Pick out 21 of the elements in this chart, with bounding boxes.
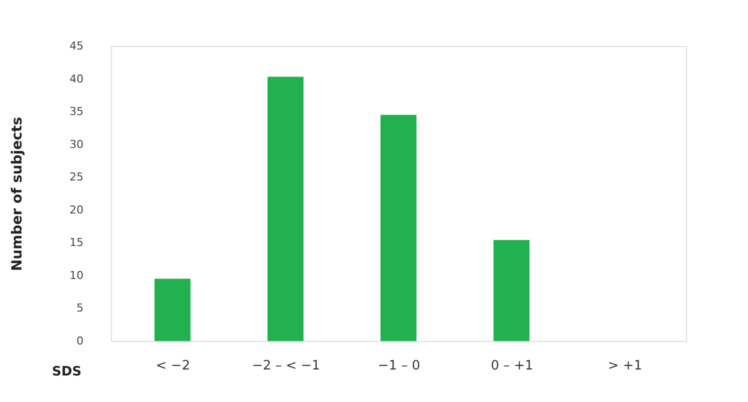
- x-tick-label: −1 – 0: [378, 358, 420, 374]
- y-tick-label: 15: [70, 236, 84, 250]
- y-tick-label: 25: [70, 170, 84, 184]
- y-tick-label: 0: [76, 334, 84, 348]
- bar: [154, 278, 190, 341]
- x-axis-title: SDS: [52, 364, 82, 380]
- x-tick-label: −2 – < −1: [252, 358, 320, 374]
- y-tick-label: 10: [70, 268, 84, 282]
- y-tick-label: 30: [70, 138, 84, 151]
- y-tick-label: 35: [70, 105, 84, 118]
- bar: [380, 114, 416, 341]
- x-tick-label: < −2: [156, 358, 190, 374]
- x-tick-label: 0 – +1: [490, 358, 534, 374]
- y-tick-label: 5: [76, 302, 84, 315]
- x-tick-label: > +1: [608, 358, 642, 374]
- y-tick-label: 45: [70, 40, 84, 52]
- y-axis-title: Number of subjects: [10, 116, 26, 272]
- bar: [494, 240, 530, 341]
- bar: [268, 76, 304, 341]
- y-tick-label: 40: [70, 72, 84, 86]
- y-tick-label: 20: [70, 203, 84, 216]
